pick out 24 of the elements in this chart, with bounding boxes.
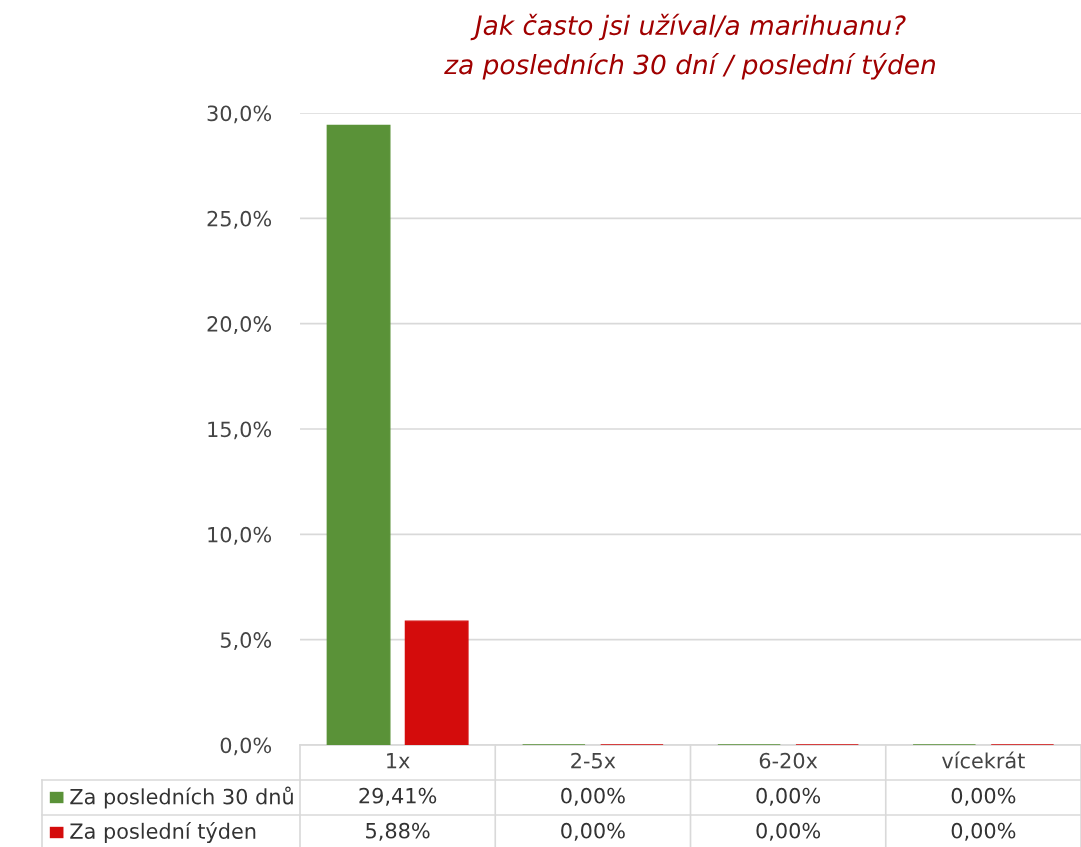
x-tick-label: 1x — [387, 753, 410, 769]
y-tick-label: 5,0% — [220, 632, 272, 650]
y-tick-label: 15,0% — [208, 421, 272, 440]
legend-label: Za posledních 30 dnů — [70, 786, 293, 809]
chart-title: Jak často jsi užíval/a marihuanu? za posledních 30 dní / poslední týden — [444, 13, 935, 80]
data-label: 0,00% — [951, 787, 1016, 806]
y-tick-label: 30,0% — [207, 105, 272, 124]
y-tick-label: 20,0% — [207, 316, 272, 334]
x-tick-label: vícekrát — [942, 751, 1025, 769]
data-label: 0,00% — [951, 822, 1016, 841]
data-label: 0,00% — [756, 822, 821, 841]
x-tick-label: 6-20x — [759, 752, 818, 769]
data-label: 5,88% — [366, 822, 430, 841]
y-tick-label: 0,0% — [220, 737, 272, 756]
data-label: 0,00% — [561, 822, 625, 841]
data-label: 0,00% — [756, 787, 821, 806]
bar — [404, 620, 469, 745]
data-label: 0,00% — [561, 787, 625, 806]
y-tick-label: 25,0% — [207, 210, 272, 229]
y-tick-label: 10,0% — [208, 526, 272, 545]
bar — [326, 124, 391, 745]
data-label: 29,41% — [359, 787, 437, 806]
x-tick-label: 2-5x — [571, 752, 616, 769]
legend-label: Za poslední týden — [70, 822, 256, 843]
